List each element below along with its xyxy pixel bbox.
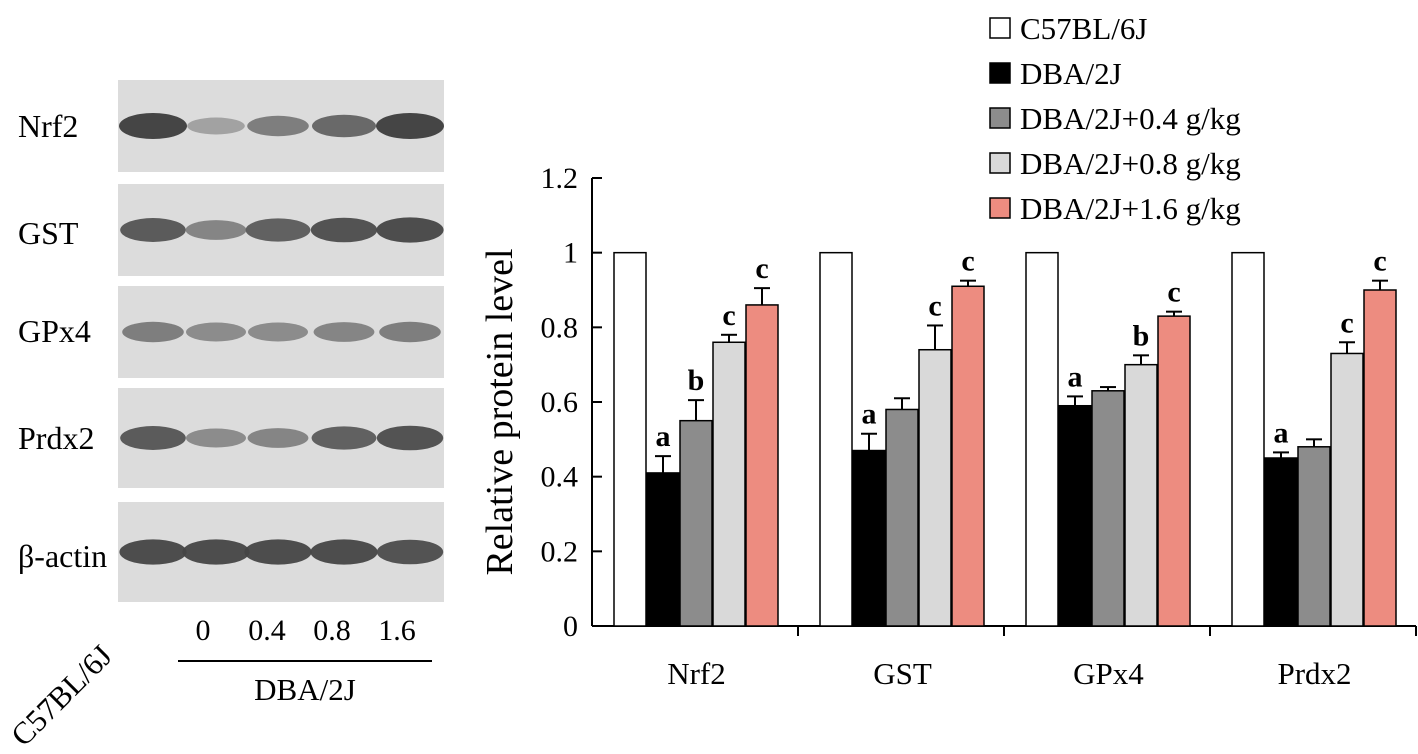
y-tick-label: 0.8 xyxy=(541,311,579,344)
y-tick-label: 0.4 xyxy=(541,461,579,494)
blot-band xyxy=(312,114,376,138)
bar xyxy=(885,408,919,627)
legend-swatch xyxy=(989,17,1011,39)
blot-band xyxy=(247,428,309,448)
x-tick-label: Nrf2 xyxy=(667,656,726,691)
bar xyxy=(852,449,886,627)
bar xyxy=(646,472,680,627)
y-tick-label: 0.2 xyxy=(541,535,579,568)
significance-label: b xyxy=(688,364,705,397)
blot-strip-gst xyxy=(118,184,444,276)
group-bracket-line xyxy=(178,660,432,662)
blot-band xyxy=(186,322,246,342)
blot-band xyxy=(379,321,441,343)
bar xyxy=(1157,315,1191,627)
bar-chart: 0 0.2 0.4 0.6 0.8 1 1.2 Relative protein level a… xyxy=(479,11,1417,691)
y-tick-label: 1 xyxy=(563,237,578,270)
significance-label: c xyxy=(722,299,735,332)
lane-label-strain: C57BL/6J xyxy=(3,637,119,753)
blot-band xyxy=(122,321,184,343)
bar xyxy=(745,304,779,627)
bar xyxy=(712,341,746,627)
blot-label-prdx2: Prdx2 xyxy=(18,420,95,456)
y-tick-label: 1.2 xyxy=(541,162,579,195)
significance-label: b xyxy=(1133,319,1150,352)
blot-strip-gpx4 xyxy=(118,286,444,378)
significance-label: a xyxy=(862,398,877,431)
blot-label-nrf2: Nrf2 xyxy=(18,108,79,144)
blot-band xyxy=(311,426,377,450)
blot-strip-beta-actin xyxy=(118,502,444,602)
bar xyxy=(1091,390,1125,627)
blot-band xyxy=(120,218,186,242)
bar xyxy=(1025,251,1059,627)
bar xyxy=(1264,457,1298,627)
blot-band xyxy=(310,217,378,243)
blot-band xyxy=(313,322,375,342)
legend-swatch xyxy=(989,62,1011,84)
significance-label: c xyxy=(961,245,974,278)
blot-label-gst: GST xyxy=(18,215,79,251)
lane-label-0-4: 0.4 xyxy=(248,614,286,647)
bar xyxy=(613,251,647,627)
blot-band xyxy=(248,322,308,342)
legend-label: DBA/2J xyxy=(1020,56,1122,91)
significance-label: c xyxy=(1373,245,1386,278)
x-tick-label: Prdx2 xyxy=(1277,656,1351,691)
significance-label: c xyxy=(755,252,768,285)
bar xyxy=(1231,251,1265,627)
blot-band xyxy=(119,539,187,565)
blot-band xyxy=(187,117,245,135)
bar xyxy=(819,251,853,627)
blot-strip-prdx2 xyxy=(118,388,444,488)
significance-label: c xyxy=(1167,276,1180,309)
bar xyxy=(679,419,713,627)
bar xyxy=(1330,352,1364,627)
significance-label: a xyxy=(656,420,671,453)
blot-band xyxy=(376,217,444,243)
blot-band xyxy=(376,425,444,451)
legend-swatch xyxy=(989,197,1011,219)
lane-label-1-6: 1.6 xyxy=(378,614,416,647)
legend-swatch xyxy=(989,152,1011,174)
blot-strip-nrf2 xyxy=(118,80,444,172)
legend-label: C57BL/6J xyxy=(1020,11,1147,46)
blot-band xyxy=(119,113,187,139)
bar xyxy=(1363,289,1397,627)
blot-band xyxy=(376,113,444,139)
significance-label: a xyxy=(1068,360,1083,393)
x-tick-label: GST xyxy=(873,656,932,691)
western-blot-panel: Nrf2 GST GPx4 Prdx2 β-actin C57BL/6J 0 0… xyxy=(0,0,460,753)
legend-swatch xyxy=(989,107,1011,129)
blot-band xyxy=(120,426,186,450)
x-tick-label: GPx4 xyxy=(1073,656,1144,691)
legend-label: DBA/2J+0.4 g/kg xyxy=(1020,101,1241,136)
legend-label: DBA/2J+1.6 g/kg xyxy=(1020,191,1241,226)
bar xyxy=(1124,363,1158,627)
blot-label-gpx4: GPx4 xyxy=(18,313,91,349)
bar xyxy=(918,348,952,627)
significance-label: c xyxy=(928,289,941,322)
blot-band xyxy=(376,539,444,565)
blot-band xyxy=(186,428,246,448)
y-axis-label: Relative protein level xyxy=(479,248,521,575)
bar xyxy=(1058,404,1092,627)
blot-band xyxy=(245,218,311,242)
bar xyxy=(1297,446,1331,627)
group-label: DBA/2J xyxy=(254,672,356,707)
lane-label-0: 0 xyxy=(195,614,211,647)
significance-label: c xyxy=(1340,306,1353,339)
bar xyxy=(951,285,985,627)
lane-label-0-8: 0.8 xyxy=(313,614,351,647)
y-tick-label: 0 xyxy=(563,610,578,643)
blot-band xyxy=(247,115,309,137)
blot-label-beta-actin: β-actin xyxy=(18,538,108,574)
blot-band xyxy=(182,539,250,565)
y-tick-label: 0.6 xyxy=(541,386,579,419)
blot-band xyxy=(310,539,378,565)
blot-band xyxy=(244,539,312,565)
significance-label: a xyxy=(1274,416,1289,449)
blot-band xyxy=(185,220,247,240)
legend-label: DBA/2J+0.8 g/kg xyxy=(1020,146,1241,181)
